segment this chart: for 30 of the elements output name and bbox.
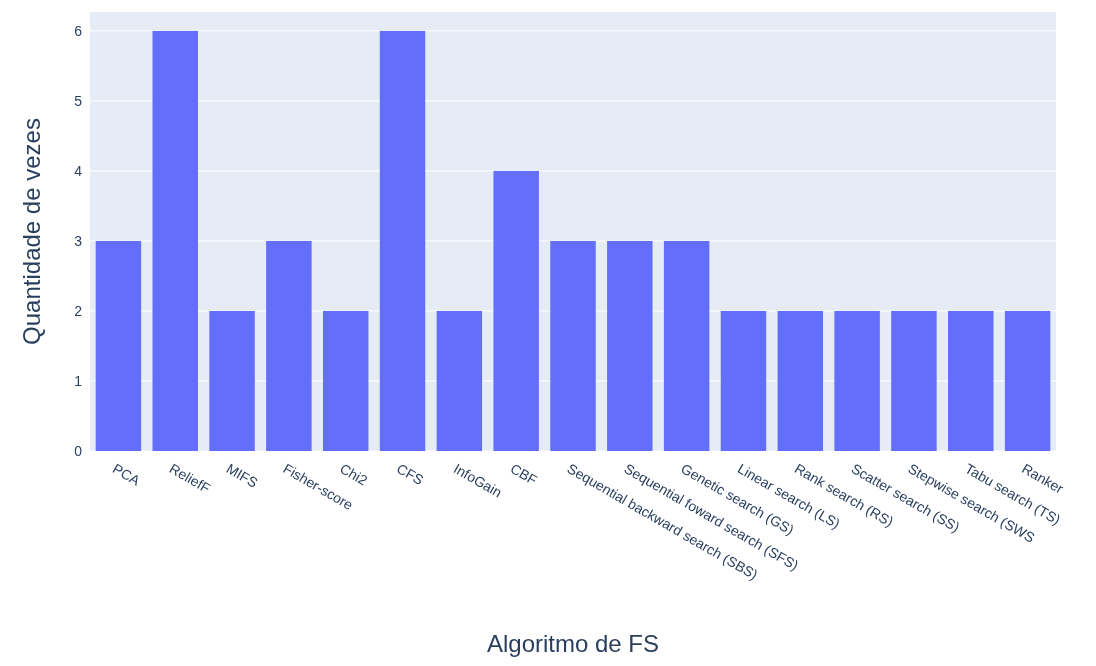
x-axis-title: Algoritmo de FS — [486, 630, 660, 657]
bar — [379, 30, 426, 451]
bar — [891, 310, 937, 451]
x-tick-label: MIFS — [223, 460, 261, 491]
bar — [550, 240, 596, 451]
y-axis-title: Quantidade de vezes — [18, 118, 45, 345]
y-tick-label: 1 — [74, 372, 83, 389]
y-tick-label: 0 — [74, 442, 83, 459]
bar — [209, 310, 255, 451]
bar — [1004, 310, 1051, 451]
bar — [834, 310, 880, 451]
bar — [266, 240, 312, 451]
y-tick-label: 6 — [74, 22, 83, 39]
y-tick-label: 2 — [74, 302, 83, 319]
bar — [436, 310, 483, 451]
bar — [152, 30, 198, 451]
y-tick-label: 5 — [74, 92, 83, 109]
x-tick-label: CBF — [507, 460, 541, 489]
bar — [948, 310, 994, 451]
bar — [95, 240, 142, 451]
bar — [777, 310, 824, 451]
x-tick-label: CFS — [394, 460, 427, 489]
y-tick-label: 3 — [74, 232, 83, 249]
bar — [607, 240, 653, 451]
bar — [493, 170, 539, 451]
x-tick-label: PCA — [110, 460, 144, 489]
bar — [322, 310, 369, 451]
bar — [663, 240, 710, 451]
y-tick-label: 4 — [74, 162, 83, 179]
bar — [720, 310, 767, 451]
